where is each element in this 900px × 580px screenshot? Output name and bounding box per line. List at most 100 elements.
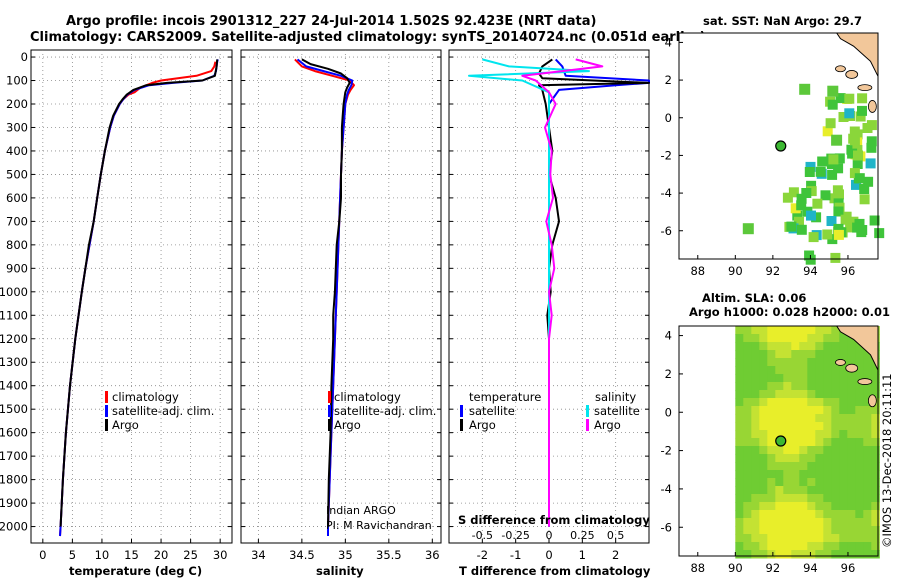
sla-cell: [775, 534, 784, 543]
sla-cell: [847, 470, 856, 479]
sla-cell: [831, 414, 840, 423]
sla-cell: [791, 518, 800, 527]
sla-cell: [807, 390, 816, 399]
sst-cell: [815, 166, 826, 177]
sla-cell: [759, 478, 768, 487]
sla-cell: [863, 470, 872, 479]
legend-temperature-title: temperature: [469, 390, 541, 404]
sla-cell: [823, 414, 832, 423]
sla-cell: [759, 438, 768, 447]
sla-cell: [799, 502, 808, 511]
sla-cell: [791, 510, 800, 519]
sla-cell: [791, 398, 800, 407]
sst-cell: [859, 184, 870, 194]
sla-cell: [847, 358, 856, 367]
sla-cell: [831, 326, 840, 335]
sla-cell: [775, 510, 784, 519]
sla-cell: [783, 542, 792, 551]
sla-cell: [823, 478, 832, 487]
annotation-indian-argo: Indian ARGO: [326, 504, 396, 517]
sst-cell: [857, 105, 867, 116]
sla-cell: [743, 406, 752, 415]
sla-cell: [735, 446, 744, 455]
sla-cell: [767, 334, 776, 343]
sla-cell: [791, 550, 800, 559]
sla-cell: [815, 406, 824, 415]
sla-cell: [743, 366, 752, 375]
sla-cell: [799, 526, 808, 535]
sla-cell: [735, 526, 744, 535]
sla-map-title: Altim. SLA: 0.06: [702, 291, 806, 305]
sla-cell: [775, 374, 784, 383]
legend-argo: Argo: [334, 418, 361, 432]
sla-cell: [751, 550, 760, 559]
sst-cell: [826, 216, 837, 226]
sla-cell: [799, 478, 808, 487]
sla-cell: [847, 342, 856, 351]
sla-cell: [751, 334, 760, 343]
sla-cell: [839, 510, 848, 519]
sla-cell: [775, 446, 784, 455]
sst-cell: [806, 210, 816, 221]
sla-cell: [767, 414, 776, 423]
sla-cell: [783, 494, 792, 503]
sst-cell: [866, 136, 877, 147]
sla-cell: [767, 406, 776, 415]
sla-cell: [735, 510, 744, 519]
sla-cell: [863, 366, 872, 375]
sla-cell: [831, 510, 840, 519]
sla-cell: [855, 526, 864, 535]
sla-cell: [847, 438, 856, 447]
sla-cell: [743, 542, 752, 551]
sla-cell: [855, 502, 864, 511]
legend-swatch-t-satellite: [460, 405, 463, 417]
sla-cell: [831, 462, 840, 471]
x-tick-label: 10: [95, 548, 110, 562]
sla-cell: [775, 390, 784, 399]
sla-cell: [775, 550, 784, 559]
sst-cell: [812, 198, 823, 209]
sla-cell: [775, 526, 784, 535]
sla-cell: [815, 494, 824, 503]
sla-cell: [839, 382, 848, 391]
sla-cell: [831, 334, 840, 343]
sla-cell: [839, 342, 848, 351]
sst-cell: [848, 216, 859, 227]
map-y-tick-label: 2: [665, 73, 672, 87]
sla-cell: [871, 438, 880, 447]
sla-cell: [791, 374, 800, 383]
sla-cell: [767, 326, 776, 335]
island: [835, 359, 846, 366]
map-x-tick-label: 96: [841, 561, 856, 575]
sla-cell: [863, 350, 872, 359]
sla-cell: [823, 422, 832, 431]
sla-cell: [823, 486, 832, 495]
grid-layer: [31, 50, 649, 543]
island: [845, 363, 859, 373]
sst-cell: [822, 126, 833, 137]
sla-cell: [751, 398, 760, 407]
sla-cell: [831, 430, 840, 439]
sla-cell: [807, 398, 816, 407]
sst-cell: [852, 145, 863, 155]
sla-cell: [831, 390, 840, 399]
sla-cell: [855, 430, 864, 439]
sla-cell: [815, 462, 824, 471]
sla-cell: [863, 534, 872, 543]
sla-cell: [735, 390, 744, 399]
sla-cell: [799, 358, 808, 367]
sla-cell: [743, 550, 752, 559]
map-x-tick-label: 94: [803, 561, 818, 575]
sst-cell: [857, 93, 868, 104]
sla-cell: [839, 550, 848, 559]
sla-cell: [855, 390, 864, 399]
sla-cell: [751, 542, 760, 551]
sla-cell: [799, 422, 808, 431]
sst-cell: [796, 200, 807, 211]
sla-cell: [831, 350, 840, 359]
sla-cell: [815, 342, 824, 351]
sla-cell: [759, 494, 768, 503]
sla-cell: [823, 542, 832, 551]
sla-cell: [815, 414, 824, 423]
sla-cell: [735, 350, 744, 359]
